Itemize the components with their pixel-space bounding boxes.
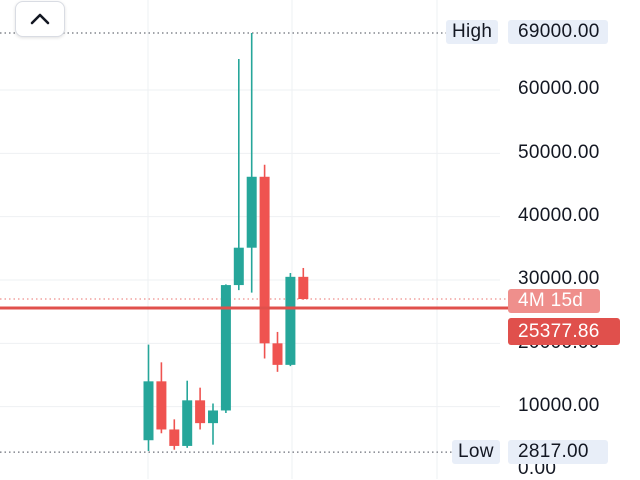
candle xyxy=(272,331,283,372)
candle-body xyxy=(246,176,257,248)
chevron-up-icon xyxy=(30,13,50,25)
candle xyxy=(246,33,257,293)
candle-body xyxy=(156,381,167,430)
axis-label: 10000.00 xyxy=(518,395,600,416)
candle-body xyxy=(208,410,218,424)
collapse-button[interactable] xyxy=(15,1,65,37)
candle-body xyxy=(220,285,231,411)
high-label: High xyxy=(446,20,499,44)
candle-body xyxy=(233,247,244,286)
candle-body xyxy=(259,176,270,344)
candle-body xyxy=(143,381,154,441)
candle xyxy=(233,58,244,291)
candle xyxy=(259,164,270,359)
candle-body xyxy=(182,400,193,446)
candle xyxy=(208,403,218,445)
last-price-tag: 25377.86 xyxy=(508,318,620,345)
candle-body xyxy=(195,400,206,424)
grid xyxy=(0,0,500,479)
candle xyxy=(195,387,206,430)
candle xyxy=(298,267,309,300)
candle xyxy=(220,284,231,413)
candle-body xyxy=(285,276,296,365)
low-value: 2817.00 xyxy=(508,440,608,464)
candle-body xyxy=(169,429,180,446)
extreme-lines xyxy=(0,32,508,453)
candle xyxy=(143,344,154,451)
axis-label: 50000.00 xyxy=(518,142,600,163)
candle xyxy=(285,273,296,367)
high-value: 69000.00 xyxy=(508,20,608,44)
candle-body xyxy=(298,276,309,299)
axis-label: 60000.00 xyxy=(518,78,600,99)
candles xyxy=(143,33,309,451)
candle xyxy=(169,419,180,450)
candle xyxy=(182,380,193,448)
candle xyxy=(156,362,167,434)
axis-label: 30000.00 xyxy=(518,268,600,289)
axis-label: 40000.00 xyxy=(518,205,600,226)
candle-body xyxy=(272,343,283,365)
low-label: Low xyxy=(452,440,500,464)
bar-countdown: 4M 15d xyxy=(508,289,600,313)
